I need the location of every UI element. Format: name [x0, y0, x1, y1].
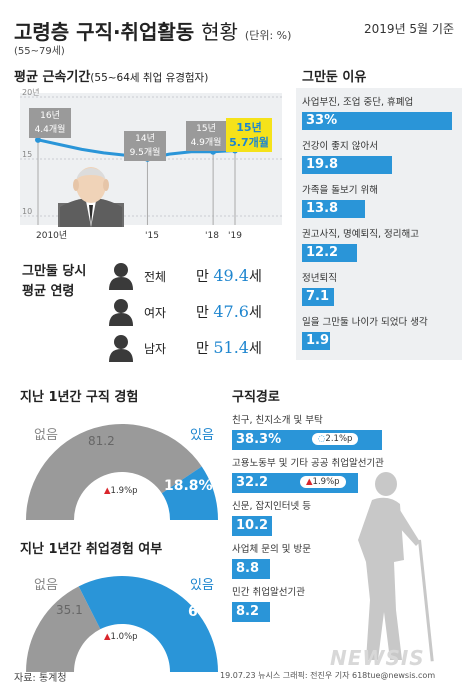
route-label: 사업체 문의 및 방문: [232, 544, 311, 555]
credit-label: 19.07.23 뉴시스 그래픽: 전진우 기자 618tue@newsis.c…: [220, 671, 436, 680]
up-triangle-icon: ▲: [306, 477, 313, 487]
job-search-change-badge: ▲1.9%p: [98, 485, 144, 497]
route-label: 고용노동부 및 기타 공공 취업알선기관: [232, 458, 384, 469]
route-bar: 8.8: [232, 559, 270, 579]
elderly-walker-icon: [358, 472, 434, 662]
unit-label: (단위: %): [244, 29, 292, 42]
reason-bar: 12.2: [302, 244, 357, 262]
age-row-label: 여자: [144, 306, 167, 320]
employment-no-label: 없음: [34, 578, 58, 593]
tenure-label-2010: 16년 4.4개월: [29, 108, 71, 138]
age-row-label: 남자: [144, 342, 167, 356]
reason-label: 사업부진, 조업 중단, 휴폐업: [302, 97, 414, 108]
up-triangle-icon: ▲: [104, 486, 111, 496]
x-tick-2010: 2010년: [36, 230, 67, 241]
elderly-man-icon: [58, 167, 124, 227]
route-bar: 10.2: [232, 516, 272, 536]
age-row-value: 만 51.4세: [196, 338, 262, 357]
route-bar: 38.3%: [232, 430, 382, 450]
reasons-bg: [296, 88, 462, 360]
reasons-title: 그만둔 이유: [302, 70, 367, 85]
reason-label: 권고사직, 명예퇴직, 정리해고: [302, 229, 419, 240]
age-row: 전체 만 49.4세: [108, 262, 288, 290]
route-label: 친구, 친지소개 및 부탁: [232, 415, 323, 426]
job-search-gauge: [26, 423, 218, 520]
route-label: 신문, 잡지인터넷 등: [232, 501, 311, 512]
x-tick-2018: '18: [205, 231, 219, 241]
employment-no-value: 35.1: [56, 603, 83, 617]
x-tick-2015: '15: [145, 231, 159, 241]
reason-bar: 33%: [302, 112, 452, 130]
age-title: 그만둘 당시 평균 연령: [22, 264, 87, 299]
job-search-no-value: 81.2: [88, 434, 115, 448]
reason-bar: 1.9: [302, 332, 330, 350]
reason-bar: 13.8: [302, 200, 365, 218]
route-label: 민간 취업알선기관: [232, 587, 305, 598]
tenure-label-2018: 15년 4.9개월: [186, 121, 226, 151]
reason-label: 가족을 돌보기 위해: [302, 185, 378, 196]
reason-label: 정년퇴직: [302, 273, 337, 284]
route-bar: 8.2: [232, 602, 270, 622]
tenure-title: 평균 근속기간(55~64세 취업 유경험자): [14, 70, 209, 85]
job-search-yes-label: 있음: [190, 428, 214, 443]
up-triangle-icon: ▲: [104, 632, 111, 642]
employment-yes-value: 64.9%: [188, 604, 237, 620]
job-search-no-label: 없음: [34, 428, 58, 443]
y-tick-10: 10: [22, 207, 32, 216]
person-icon: [109, 335, 133, 362]
person-icon: [109, 263, 133, 290]
x-tick-2019: '19: [228, 231, 242, 241]
age-row-value: 만 49.4세: [196, 266, 262, 285]
y-tick-15: 15: [22, 150, 32, 159]
down-circle-icon: ◌: [318, 434, 326, 444]
y-tick-20: 20년: [22, 87, 40, 97]
person-icon: [109, 299, 133, 326]
reason-bar: 19.8: [302, 156, 392, 174]
route-change-badge: ◌2.1%p: [312, 433, 359, 445]
reason-bar: 7.1: [302, 288, 334, 306]
newsis-logo: NEWSIS: [330, 646, 425, 670]
employment-title: 지난 1년간 취업경험 여부: [20, 542, 163, 557]
employment-yes-label: 있음: [190, 578, 214, 593]
job-search-title: 지난 1년간 구직 경험: [20, 390, 139, 405]
age-row-value: 만 47.6세: [196, 302, 262, 321]
reason-label: 일을 그만둘 나이가 되었다 생각: [302, 317, 428, 328]
reason-label: 건강이 좋지 않아서: [302, 141, 378, 152]
tenure-point: [35, 136, 41, 143]
source-label: 자료: 통계청: [14, 673, 67, 684]
age-row-label: 전체: [144, 270, 167, 284]
tenure-label-2015: 14년 9.5개월: [124, 131, 166, 161]
route-change-badge: ▲1.9%p: [300, 476, 346, 488]
reference-date: 2019년 5월 기준: [364, 22, 454, 36]
page-title: 고령층 구직·취업활동 현황 (단위: %): [14, 20, 292, 44]
age-range: (55~79세): [14, 46, 65, 57]
routes-title: 구직경로: [232, 390, 280, 405]
employment-change-badge: ▲1.0%p: [98, 631, 144, 643]
tenure-line-chart: 20년 15 10 2010년 '15 '18 '19: [20, 87, 282, 241]
age-row: 여자 만 47.6세: [108, 298, 288, 326]
job-search-yes-value: 18.8%: [164, 478, 213, 494]
tenure-label-2019: 15년 5.7개월: [226, 118, 272, 152]
employment-gauge: [26, 576, 218, 672]
age-row: 남자 만 51.4세: [108, 334, 288, 362]
